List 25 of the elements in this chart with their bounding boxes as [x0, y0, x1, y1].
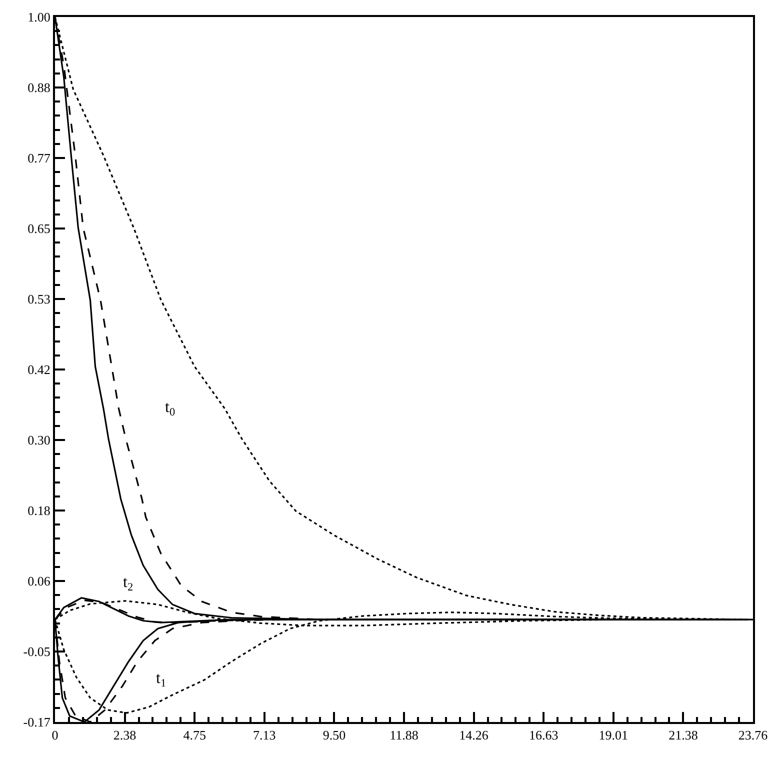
y-tick-label: 0.42 [28, 362, 50, 378]
y-tick-label: 0.18 [28, 503, 50, 518]
y-tick-label: -0.05 [23, 644, 50, 660]
x-tick-label: 9.50 [322, 728, 346, 743]
annotation: t$_{1}$ [156, 670, 166, 690]
x-tick-label: 4.75 [183, 728, 206, 743]
y-tick-label: 0.53 [28, 292, 50, 307]
x-tick-label: 14.26 [459, 728, 489, 743]
y-tick-label: 0.88 [28, 80, 50, 96]
x-tick-label: 23.76 [738, 728, 768, 743]
x-tick-label: 19.01 [598, 728, 628, 743]
x-tick-label: 16.63 [528, 728, 558, 743]
y-tick-label: 0.06 [28, 574, 51, 589]
x-tick-label: 11.88 [390, 728, 418, 743]
y-tick-label: 0.65 [28, 221, 50, 236]
y-tick-label: 0.77 [28, 150, 51, 166]
y-tick-label: 0.30 [28, 432, 50, 448]
x-tick-label: 2.38 [113, 728, 136, 743]
annotation: t$_{0}$ [165, 399, 176, 418]
y-tick-label: -0.17 [23, 714, 51, 730]
x-tick-label: 0 [52, 728, 58, 743]
y-tick-label: 1.00 [28, 10, 50, 25]
x-tick-label: 7.13 [253, 728, 276, 743]
annotation: t$_{2}$ [123, 574, 134, 594]
x-tick-label: 21.38 [668, 728, 698, 743]
